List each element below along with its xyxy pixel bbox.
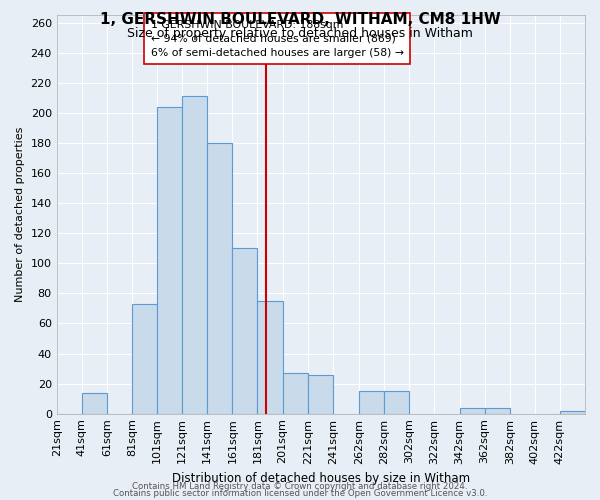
Bar [359, 391, 384, 413]
Bar [283, 373, 308, 414]
Text: Contains public sector information licensed under the Open Government Licence v3: Contains public sector information licen… [113, 490, 487, 498]
Bar [485, 408, 510, 414]
Text: 1 GERSHWIN BOULEVARD: 188sqm
← 94% of detached houses are smaller (869)
6% of se: 1 GERSHWIN BOULEVARD: 188sqm ← 94% of de… [151, 20, 404, 58]
Y-axis label: Number of detached properties: Number of detached properties [15, 126, 25, 302]
Bar [182, 96, 207, 414]
Bar [232, 248, 257, 414]
Bar [157, 107, 182, 414]
Bar [207, 143, 232, 413]
Bar [132, 304, 157, 414]
Bar [308, 374, 333, 414]
Text: Contains HM Land Registry data © Crown copyright and database right 2024.: Contains HM Land Registry data © Crown c… [132, 482, 468, 491]
Bar [257, 301, 283, 414]
X-axis label: Distribution of detached houses by size in Witham: Distribution of detached houses by size … [172, 472, 470, 485]
Text: 1, GERSHWIN BOULEVARD, WITHAM, CM8 1HW: 1, GERSHWIN BOULEVARD, WITHAM, CM8 1HW [100, 12, 500, 28]
Bar [82, 392, 107, 413]
Text: Size of property relative to detached houses in Witham: Size of property relative to detached ho… [127, 28, 473, 40]
Bar [560, 410, 585, 414]
Bar [460, 408, 485, 414]
Bar [384, 391, 409, 413]
